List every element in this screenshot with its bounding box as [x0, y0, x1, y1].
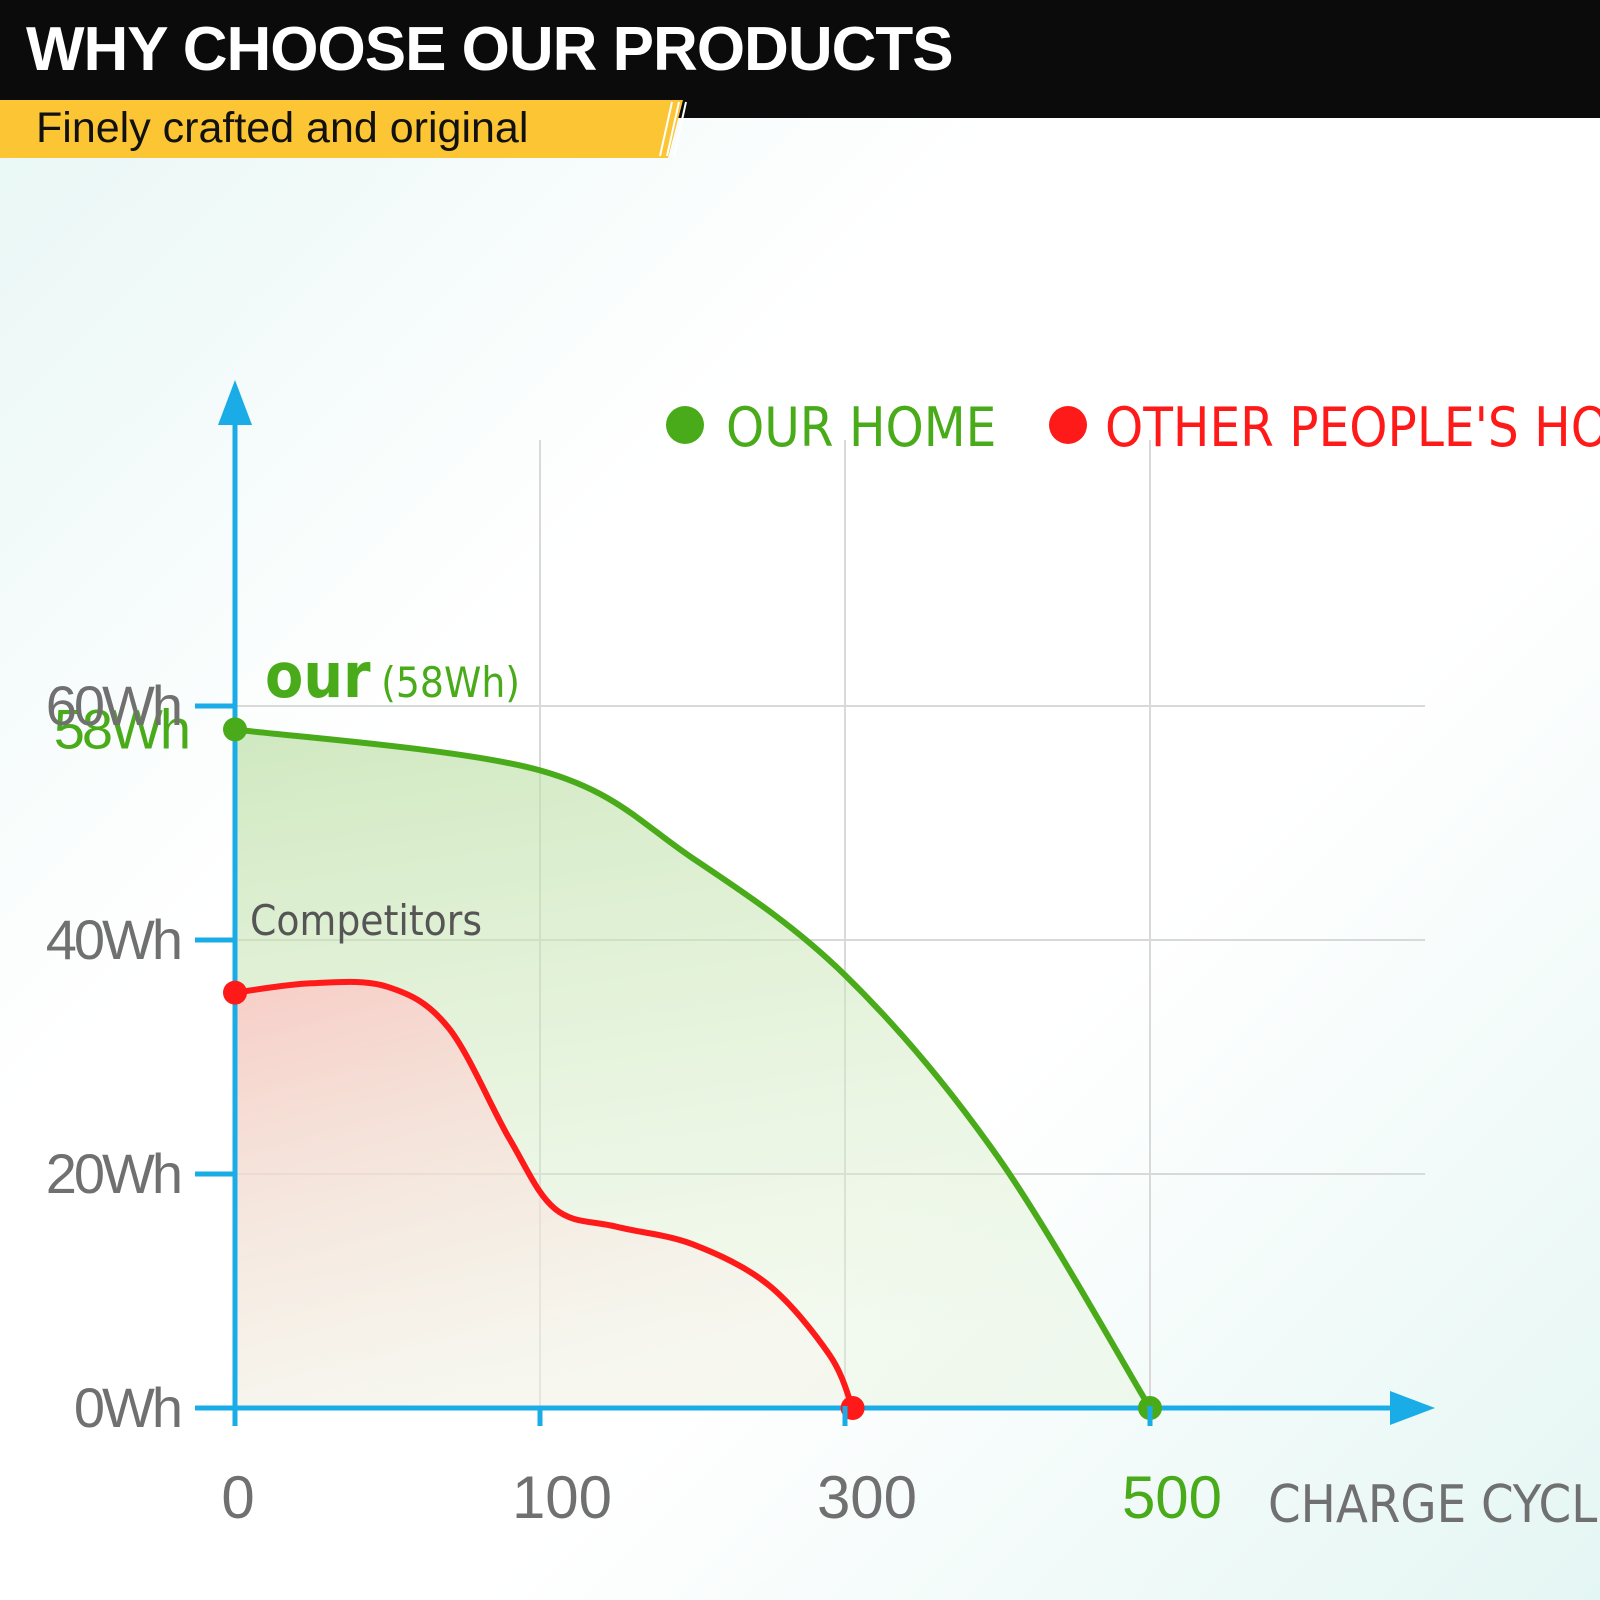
series-area-2 [235, 981, 853, 1408]
legend-marker-1 [666, 406, 704, 444]
y-tick-label-60: 60Wh [46, 674, 180, 737]
our-annotation: our (58Wh) [265, 639, 520, 712]
page-title: WHY CHOOSE OUR PRODUCTS [26, 15, 954, 84]
y-axis-arrow [218, 380, 252, 425]
subtitle-ribbon [0, 100, 687, 158]
y-tick-label-20: 20Wh [46, 1142, 180, 1205]
competitors-annotation: Competitors [250, 896, 482, 945]
our-annotation-value: (58Wh) [381, 658, 520, 707]
series-line-1 [232, 726, 1153, 1411]
x-axis-title: CHARGE CYCLES [1268, 1475, 1600, 1535]
page-subtitle: Finely crafted and original [36, 104, 529, 152]
x-tick-label-300: 300 [817, 1464, 917, 1531]
legend-marker-2 [1049, 406, 1087, 444]
y-tick-label-40: 40Wh [46, 908, 180, 971]
series-start-point-1 [223, 717, 247, 742]
header-bar [0, 0, 1600, 118]
x-axis-arrow [1390, 1391, 1435, 1425]
y-tick-label-58: 58Wh [54, 697, 188, 760]
x-tick-label-0: 0 [221, 1464, 254, 1531]
y-tick-label-0: 0Wh [74, 1376, 180, 1439]
legend-label-2: OTHER PEOPLE'S HOME [1105, 396, 1600, 459]
series-start-point-2 [223, 980, 247, 1005]
series-line-2 [232, 978, 856, 1411]
our-annotation-prefix: our [265, 639, 371, 712]
legend-label-1: OUR HOME [726, 396, 996, 459]
x-tick-label-100: 100 [512, 1464, 612, 1531]
x-tick-label-500: 500 [1122, 1464, 1222, 1531]
